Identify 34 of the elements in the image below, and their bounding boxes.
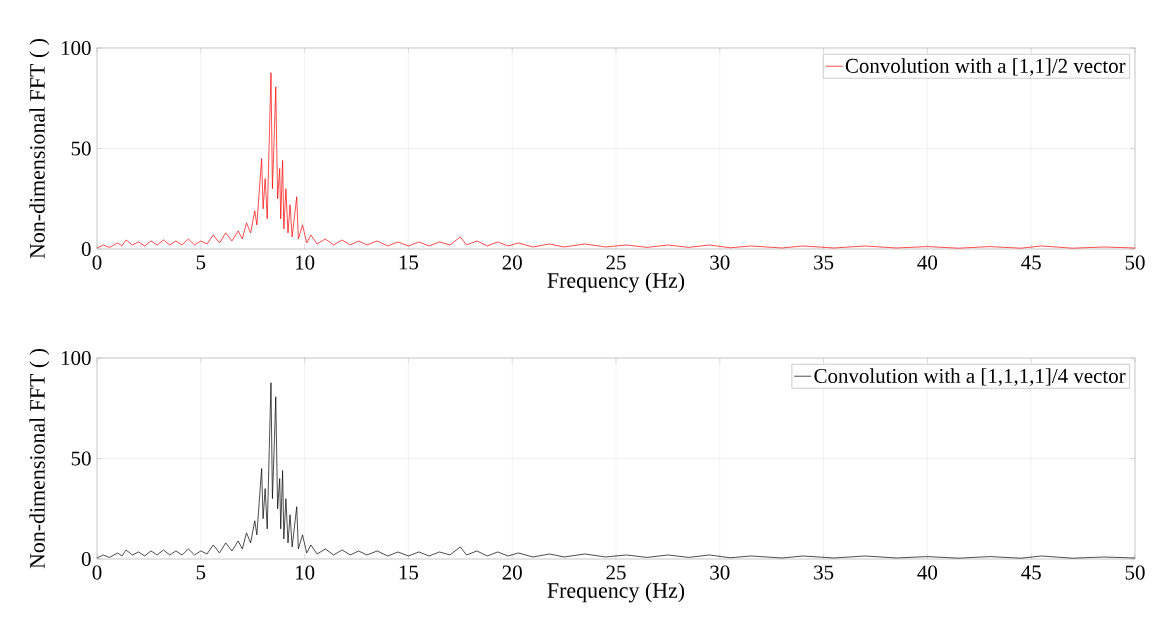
x-tick-label: 30 <box>710 565 730 580</box>
x-tick-label: 40 <box>917 255 938 270</box>
x-tick-label: 15 <box>399 565 419 580</box>
legend-label: Convolution with a [1,1]/2 vector <box>845 58 1126 76</box>
x-tick-label: 25 <box>606 255 626 270</box>
y-tick-label: 0 <box>81 551 91 567</box>
y-tick-label: 0 <box>81 241 91 257</box>
x-tick-label: 5 <box>196 565 206 580</box>
x-axis-title: Frequency (Hz) <box>547 272 685 293</box>
x-tick-label: 40 <box>917 565 938 580</box>
x-tick-label: 10 <box>295 565 315 580</box>
y-tick-label: 100 <box>61 350 91 366</box>
y-axis-title: Non-dimensional FFT ( ) <box>29 348 50 569</box>
x-tick-label: 0 <box>92 255 102 270</box>
y-tick-label: 50 <box>71 451 91 466</box>
x-tick-label: 15 <box>399 255 419 270</box>
x-tick-label: 20 <box>502 565 522 580</box>
legend-label: Convolution with a [1,1,1,1]/4 vector <box>814 368 1126 386</box>
x-tick-label: 25 <box>606 565 626 580</box>
x-tick-label: 50 <box>1125 255 1145 270</box>
x-tick-label: 0 <box>92 565 102 580</box>
x-tick-label: 30 <box>710 255 730 270</box>
x-tick-label: 5 <box>196 255 206 270</box>
x-tick-label: 50 <box>1125 565 1145 580</box>
x-tick-label: 10 <box>295 255 315 270</box>
x-tick-label: 35 <box>814 565 834 580</box>
y-axis-title: Non-dimensional FFT ( ) <box>29 38 50 259</box>
x-tick-label: 20 <box>502 255 522 270</box>
x-tick-label: 45 <box>1021 565 1041 580</box>
y-tick-label: 50 <box>71 141 91 156</box>
x-tick-label: 45 <box>1021 255 1041 270</box>
y-tick-label: 100 <box>61 40 91 56</box>
x-axis-title: Frequency (Hz) <box>547 582 685 603</box>
x-tick-label: 35 <box>814 255 834 270</box>
